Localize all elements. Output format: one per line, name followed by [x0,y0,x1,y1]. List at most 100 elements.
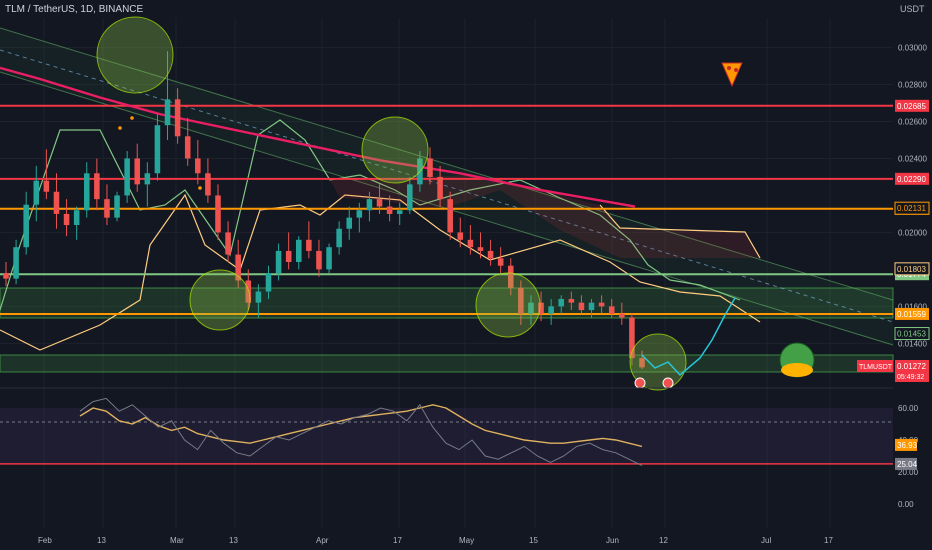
oscillator-value-bg [895,438,917,451]
signal-marker [662,377,674,389]
candle-body [437,176,443,200]
price-label: 0.01453 [897,330,926,339]
candle-body [457,232,464,240]
projected-path [641,297,736,377]
price-label: 0.02131 [897,204,926,213]
candle-body [346,217,353,229]
candle-body [23,204,29,248]
candle-body [598,302,605,307]
price-tick-label: 0.02000 [898,228,927,237]
highlight-circle [96,16,174,94]
time-tick-label: Apr [316,536,329,545]
lower-band [0,193,761,351]
candle-body [316,250,322,270]
candle-body [205,173,211,196]
candle-body [608,306,615,314]
cloud-fill [330,175,760,258]
candle-body [528,302,534,314]
price-label-bg [894,201,930,215]
candle-body [356,210,363,218]
buy-logo-banner [781,363,813,377]
candle-body [427,158,433,177]
candle-body [507,265,514,288]
candle-body [124,158,130,196]
candle-body [558,298,565,307]
candle-body [265,273,272,292]
candle-body [235,254,241,281]
level-price-tag-bg [895,99,929,112]
candle-body [13,247,19,279]
candle-body [588,302,595,311]
candle-body [215,195,221,233]
candle-body [43,180,50,192]
highlight-circle [361,116,429,184]
candle-body [336,228,342,248]
level-price-tag: 0.01559 [897,310,926,319]
signal-dot [198,186,202,190]
time-tick-label: 13 [97,536,106,545]
candle-body [578,302,585,311]
countdown-timer: 05:49:32 [897,374,924,381]
signal-dot [118,126,122,130]
price-tick-label: 0.01400 [898,339,927,348]
symbol-header[interactable]: TLM / TetherUS, 1D, BINANCE [5,4,144,15]
oscillator-value-label: 36.93 [897,441,918,450]
candle-body [275,250,282,274]
candle-body [73,210,80,226]
price-tick-label: 0.02800 [898,81,927,90]
candle-body [366,199,373,211]
oscillator-tick-label: 20.00 [898,468,919,477]
price-tick-label: 0.01600 [898,302,927,311]
candle-body [225,232,231,255]
channel-mid [0,49,894,323]
highlight-circle [189,269,251,331]
pizza-icon-topping [727,66,731,70]
oscillator-tick-label: 60.00 [898,404,919,413]
time-tick-label: May [459,536,474,545]
oscillator-value-label: 25.04 [897,460,918,469]
candle-body [94,173,100,200]
oscillator-value-bg [895,457,917,470]
candle-body [629,317,635,359]
candle-body [53,191,60,214]
candle-body [83,173,90,211]
candle-body [174,99,181,137]
highlight-circle [475,272,541,338]
price-label-bg [894,262,930,276]
signal-marker [634,377,646,389]
candle-body [134,158,141,185]
currency-label: USDT [900,4,925,14]
candle-body [538,302,544,314]
candle-body [245,280,252,303]
candle-body [619,313,625,318]
price-label: 0.01803 [897,265,926,274]
symbol-tag-bg [857,359,893,372]
candle-body [477,247,484,251]
candle-body [144,173,151,185]
signal-dot [130,116,134,120]
candle-body [33,180,40,205]
candle-body [63,213,70,226]
oscillator-tick-label: 0.00 [898,500,914,509]
oscillator-band [0,408,893,464]
pizza-icon [721,62,743,88]
last-price-tag-bg [895,359,929,382]
level-price-tag-bg [895,307,929,320]
candle-body [376,199,383,207]
candle-body [3,273,9,279]
symbol-tag: TLMUSDT [859,364,893,371]
candle-body [447,199,453,233]
time-tick-label: 12 [659,536,668,545]
candle-body [164,99,171,126]
candle-body [386,206,393,214]
oscillator-line [79,397,643,467]
candle-body [195,158,201,174]
candle-body [639,358,645,368]
candle-body [467,239,474,248]
ma-200-line [0,66,636,208]
time-tick-label: 17 [393,536,402,545]
level-price-tag: 0.02685 [897,102,926,111]
last-price-value: 0.01272 [897,362,926,371]
